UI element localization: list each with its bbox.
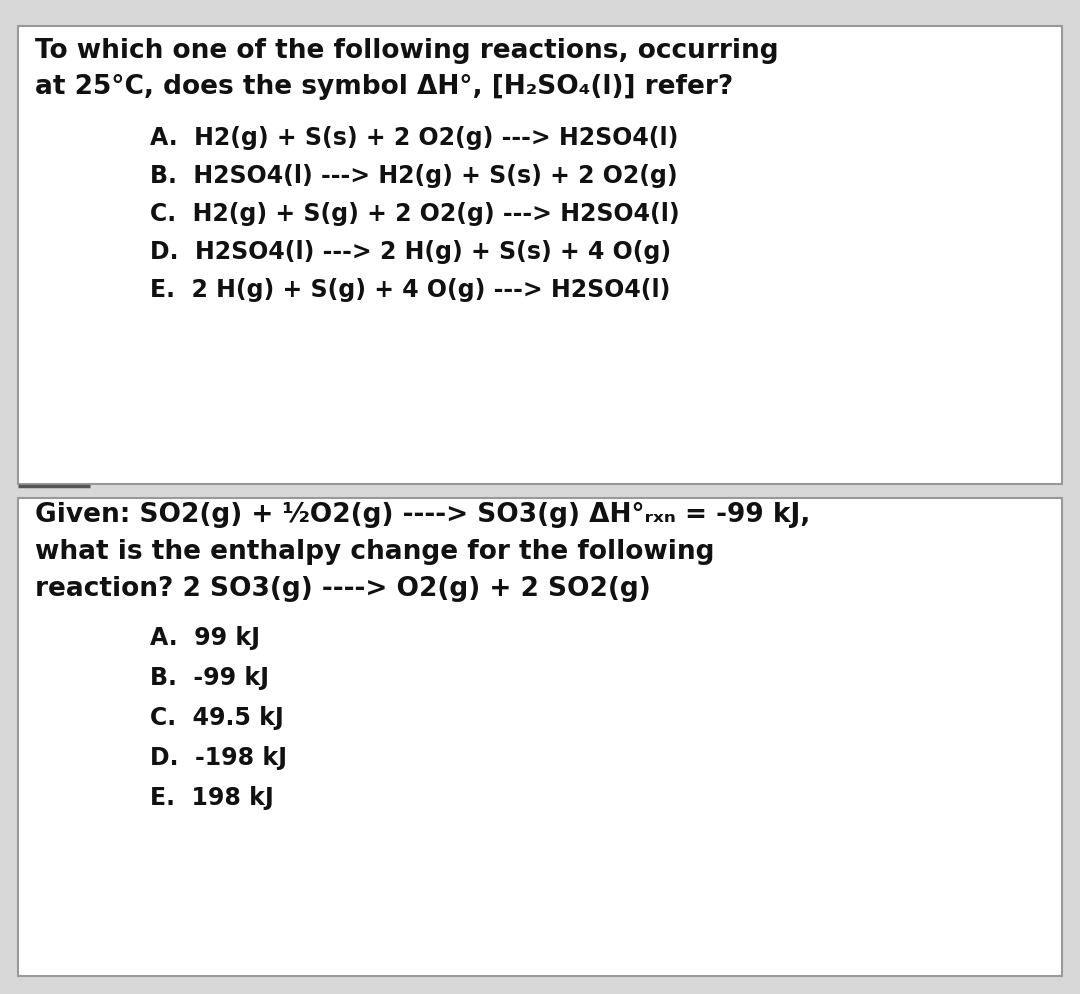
Text: E.  198 kJ: E. 198 kJ	[150, 786, 273, 810]
Text: C.  H2(g) + S(g) + 2 O2(g) ---> H2SO4(l): C. H2(g) + S(g) + 2 O2(g) ---> H2SO4(l)	[150, 202, 679, 226]
Text: D.  H2SO4(l) ---> 2 H(g) + S(s) + 4 O(g): D. H2SO4(l) ---> 2 H(g) + S(s) + 4 O(g)	[150, 240, 671, 264]
Text: A.  H2(g) + S(s) + 2 O2(g) ---> H2SO4(l): A. H2(g) + S(s) + 2 O2(g) ---> H2SO4(l)	[150, 126, 678, 150]
FancyBboxPatch shape	[18, 26, 1062, 484]
Text: what is the enthalpy change for the following: what is the enthalpy change for the foll…	[35, 539, 715, 565]
Text: To which one of the following reactions, occurring: To which one of the following reactions,…	[35, 38, 779, 64]
Text: E.  2 H(g) + S(g) + 4 O(g) ---> H2SO4(l): E. 2 H(g) + S(g) + 4 O(g) ---> H2SO4(l)	[150, 278, 671, 302]
Text: A.  99 kJ: A. 99 kJ	[150, 626, 260, 650]
Text: Given: SO2(g) + ½O2(g) ----> SO3(g) ΔH°ᵣₓₙ = -99 kJ,: Given: SO2(g) + ½O2(g) ----> SO3(g) ΔH°ᵣ…	[35, 502, 810, 528]
Text: B.  H2SO4(l) ---> H2(g) + S(s) + 2 O2(g): B. H2SO4(l) ---> H2(g) + S(s) + 2 O2(g)	[150, 164, 677, 188]
FancyBboxPatch shape	[18, 498, 1062, 976]
Text: D.  -198 kJ: D. -198 kJ	[150, 746, 287, 770]
Text: reaction? 2 SO3(g) ----> O2(g) + 2 SO2(g): reaction? 2 SO3(g) ----> O2(g) + 2 SO2(g…	[35, 576, 651, 602]
Text: B.  -99 kJ: B. -99 kJ	[150, 666, 269, 690]
Text: at 25°C, does the symbol ΔH°, [H₂SO₄(l)] refer?: at 25°C, does the symbol ΔH°, [H₂SO₄(l)]…	[35, 74, 733, 100]
Text: C.  49.5 kJ: C. 49.5 kJ	[150, 706, 284, 730]
